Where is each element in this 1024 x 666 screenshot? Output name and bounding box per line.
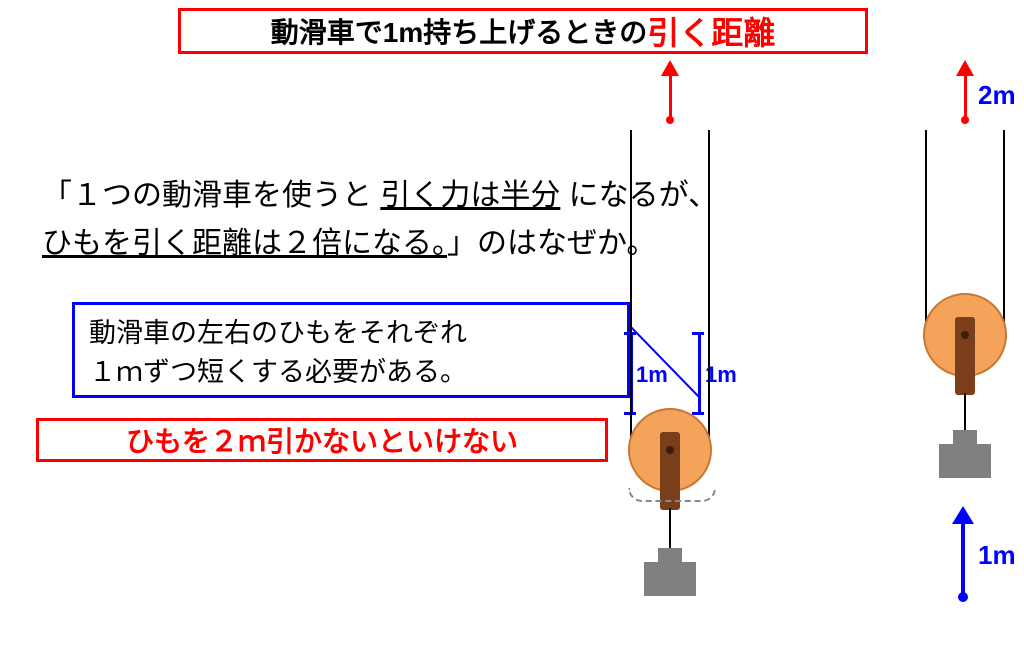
main-line2-after: 」のはなぜか。	[447, 227, 656, 260]
blue-box-line-b: １ｍずつ短くする必要がある。	[89, 350, 467, 389]
title-black: 動滑車で1m持ち上げるときの	[271, 11, 647, 51]
title-red: 引く距離	[647, 8, 775, 54]
rope-left-a	[630, 130, 632, 450]
rope-left-weight	[669, 508, 671, 552]
rope-left-b	[708, 130, 710, 450]
label-1m-left-a: 1m	[636, 362, 668, 388]
rope-right-a	[925, 130, 927, 335]
blue-box: 動滑車の左右のひもをそれぞれ １ｍずつ短くする必要がある。	[72, 302, 630, 398]
blue-box-line-a: 動滑車の左右のひもをそれぞれ	[89, 311, 467, 350]
pulley-right-bracket	[955, 317, 975, 395]
weight-left-top	[658, 548, 682, 562]
label-2m: 2m	[978, 80, 1016, 111]
weight-right	[939, 444, 991, 478]
weight-right-top	[953, 430, 977, 444]
rope-right-weight	[964, 393, 966, 433]
title-box: 動滑車で1m持ち上げるときの 引く距離	[178, 8, 868, 54]
main-line2-ul: ひもを引く距離は２倍になる。	[42, 227, 447, 260]
main-line1-ul: 引く力は半分	[380, 179, 560, 212]
pulley-left-ghost	[628, 488, 716, 502]
label-1m-right: 1m	[978, 540, 1016, 571]
main-line1: 「１つの動滑車を使うと	[42, 179, 380, 212]
main-line1-after: になるが、	[560, 179, 718, 212]
rope-right-b	[1003, 130, 1005, 335]
red-box-bottom-text: ひもを２ｍ引かないといけない	[126, 420, 518, 460]
main-text: 「１つの動滑車を使うと 引く力は半分 になるが、 ひもを引く距離は２倍になる。」…	[42, 172, 718, 268]
red-box-bottom: ひもを２ｍ引かないといけない	[36, 418, 608, 462]
diagram-canvas: 動滑車で1m持ち上げるときの 引く距離 2m 「１つの動滑車を使うと 引く力は半…	[0, 0, 1024, 666]
weight-left	[644, 562, 696, 596]
